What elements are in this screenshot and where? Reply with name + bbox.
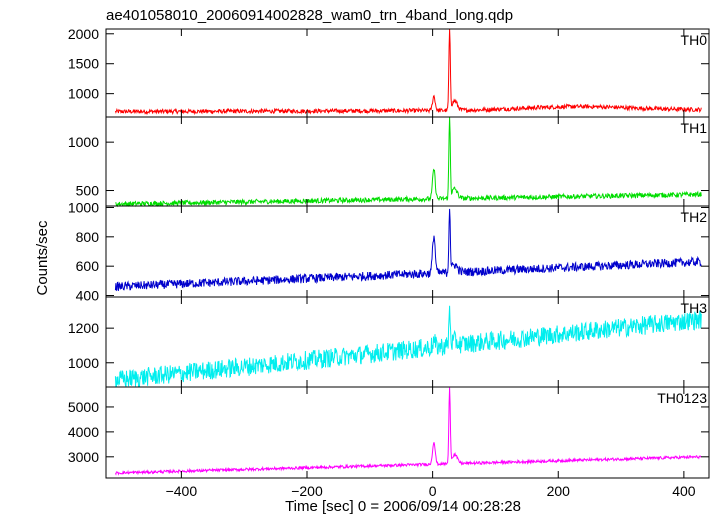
y-tick-label: 600 [76,258,100,274]
y-tick-label: 5000 [68,399,99,415]
x-tick-label: 0 [429,483,437,499]
panel-frame [105,28,710,118]
y-tick-label: 2000 [68,26,99,42]
y-tick-label: 4000 [68,424,99,440]
panel-th1: 500 1000 TH1 [68,116,710,208]
chart-title: ae401058010_20060914002828_wam0_trn_4ban… [106,7,513,24]
x-tick-label: 200 [547,483,571,499]
y-tick-label: 500 [76,183,100,199]
panel-label-th0: TH0 [681,32,708,48]
x-tick-label: −200 [291,483,323,499]
y-tick-label: 3000 [68,449,99,465]
y-tick-label: 1000 [68,134,99,150]
x-tick-label: −400 [166,483,198,499]
panel-frame [105,116,710,207]
panel-label-th2: TH2 [681,209,708,225]
y-tick-label: 1000 [68,199,99,215]
x-tick-label: 400 [672,483,696,499]
series-line-th2 [114,208,702,292]
panel-label-th3: TH3 [681,300,708,316]
y-tick-label: 1000 [68,86,99,102]
y-tick-label: 400 [76,288,100,304]
y-tick-label: 1200 [68,320,99,336]
panel-th0: 1000 1500 2000 TH0 [68,26,710,118]
series-line-th0123 [114,387,702,476]
panel-frame [105,386,710,479]
y-tick-label: 1000 [68,355,99,371]
series-line-th3 [114,305,702,388]
series-line-th1 [115,116,702,208]
panel-th2: 400 600 800 1000 TH2 [68,199,710,304]
panel-label-th1: TH1 [681,120,708,136]
panel-label-th0123: TH0123 [657,390,707,406]
y-tick-label: 800 [76,229,100,245]
y-tick-label: 1500 [68,56,99,72]
panel-th0123: 3000 4000 5000 TH0123 [68,386,710,479]
y-axis-label: Counts/sec [34,220,51,296]
panel-th3: 1000 1200 TH3 [68,296,710,388]
x-axis-label: Time [sec] 0 = 2006/09/14 00:28:28 [285,498,521,515]
series-line-th0 [114,28,702,116]
